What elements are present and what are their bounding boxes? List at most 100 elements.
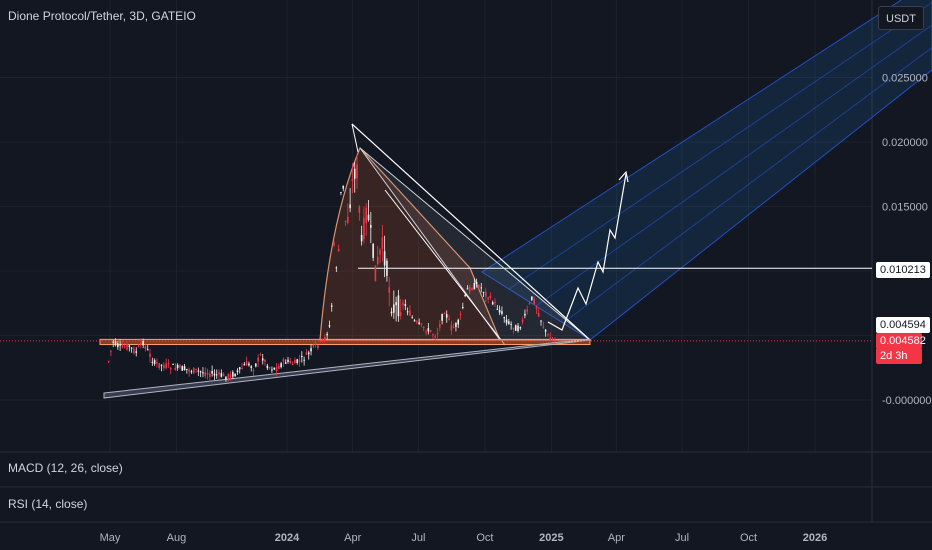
candle-body [229,374,232,379]
candle-body [206,373,209,375]
candle-body [379,249,381,255]
candle-body [487,297,489,300]
candle-body [356,164,358,179]
candle-body [119,344,121,346]
candle-body [402,302,404,306]
candle-body [305,352,308,355]
candle-body [498,310,501,313]
candle-body [245,361,248,366]
candle-body [344,220,347,222]
candle-body [130,347,133,349]
candle-body [238,367,241,370]
candle-body [365,207,368,224]
candle-body [135,351,138,353]
candle-body [211,370,213,374]
candle-body [333,242,335,246]
channel-level-line [508,2,932,290]
candle-body [215,374,218,376]
candle-body [436,332,439,335]
candle-body [459,313,462,315]
candle-body [296,359,299,363]
candle-body [153,360,156,364]
candle-body [503,317,506,319]
candle-body [533,299,535,305]
candle-body [448,318,450,320]
candle-body [425,331,427,333]
candle-body [374,265,377,282]
candle-body [363,217,365,240]
candle-body [528,303,531,305]
candle-body [376,256,379,265]
candle-body [521,319,524,322]
x-tick-label: Jul [675,532,689,544]
currency-button[interactable]: USDT [878,6,924,30]
candle-body [282,359,285,362]
candle-body [213,373,216,376]
x-tick-label: Oct [476,532,493,544]
candle-body [462,307,464,309]
candle-body [183,366,186,371]
candle-body [227,374,230,378]
candle-body [294,359,296,364]
candle-body [420,323,423,325]
candle-body [257,357,259,362]
candle-body [303,359,305,361]
candle-body [126,343,128,350]
candle-body [278,365,280,369]
macd-pane-title[interactable]: MACD (12, 26, close) [8,461,123,475]
rsi-pane-title[interactable]: RSI (14, close) [8,497,88,511]
y-tick-label: 0.025000 [882,73,928,85]
candles [107,154,556,382]
candle-body [471,288,473,290]
candle-body [452,327,455,329]
candle-body [524,313,526,316]
candle-body [199,371,202,373]
x-tick-label: 2025 [539,532,563,544]
candle-body [439,324,441,328]
candle-body [441,313,443,321]
x-tick-label: Aug [167,532,187,544]
candle-body [370,225,372,228]
candle-body [418,322,420,324]
countdown-tag: 2d 3h [876,348,922,364]
candle-body [432,334,434,336]
candle-body [397,295,400,317]
candle-body [450,325,453,331]
candle-body [353,168,356,179]
candle-body [386,260,388,276]
candle-body [317,345,319,349]
candle-body [117,343,119,348]
channel-level-line [535,24,932,307]
candle-body [531,296,533,300]
candle-body [544,329,547,332]
candle-body [482,292,485,294]
candle-body [268,367,271,369]
candle-body [427,328,430,332]
candle-body [388,287,391,293]
x-tick-label: May [100,532,121,544]
candle-body [169,367,172,370]
candle-body [395,302,397,306]
candle-body [372,243,374,258]
candle-body [261,358,264,361]
ascending-channel [481,0,932,341]
candle-body [491,302,494,305]
candle-body [312,344,315,347]
candle-body [342,185,345,189]
candle-body [464,294,466,297]
candle-body [409,310,411,316]
candle-body [478,284,480,289]
candle-body [204,372,207,376]
candle-body [489,295,492,298]
candle-body [393,304,395,313]
candle-body [156,362,158,364]
candle-body [480,287,483,289]
candle-body [406,311,409,313]
candle-body [434,336,437,338]
channel-level-line [562,47,932,324]
y-tick-label: 0.020000 [882,137,928,149]
candle-body [167,363,170,365]
candle-body [271,369,273,371]
x-tick-label: 2024 [275,532,300,544]
